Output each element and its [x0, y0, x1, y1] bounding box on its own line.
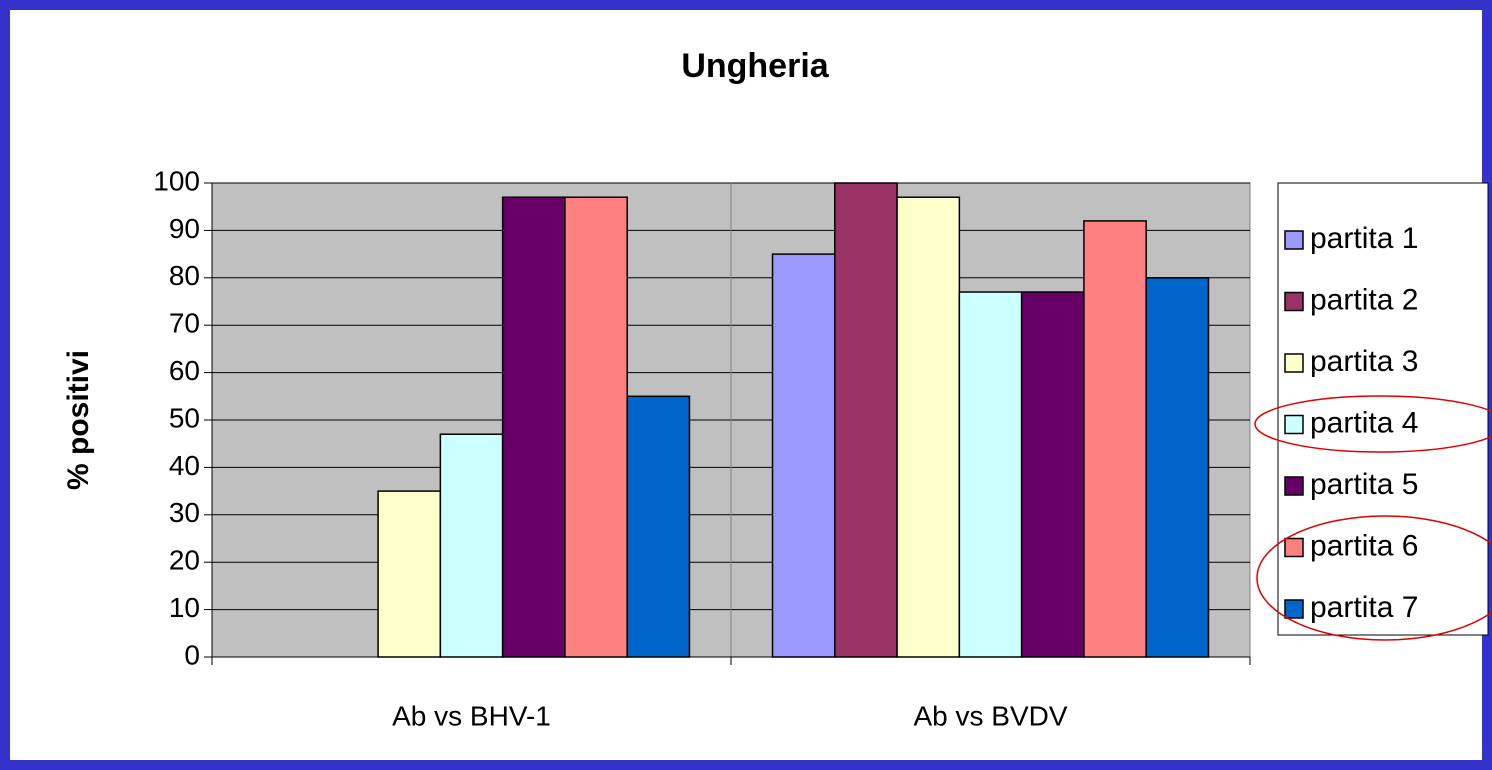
legend-label: partita 6	[1310, 529, 1418, 562]
bar	[377, 490, 442, 658]
y-axis-label: % positivi	[62, 350, 95, 490]
bar	[1083, 220, 1147, 658]
bar	[501, 196, 566, 658]
y-tick-label: 100	[153, 165, 200, 196]
bar	[834, 182, 898, 658]
x-tick-label: Ab vs BVDV	[913, 700, 1067, 731]
y-tick-label: 30	[169, 497, 200, 528]
x-tick-label: Ab vs BHV-1	[392, 700, 551, 731]
legend-swatch	[1284, 291, 1304, 312]
chart-title: Ungheria	[681, 47, 829, 85]
bar	[626, 395, 691, 658]
bar	[958, 291, 1023, 658]
y-tick-label: 50	[169, 402, 200, 433]
legend-swatch	[1284, 537, 1304, 558]
legend-swatch	[1284, 230, 1304, 250]
bar	[1145, 277, 1210, 658]
y-tick-label: 60	[169, 355, 200, 386]
y-tick-label: 70	[169, 308, 200, 339]
y-tick-label: 20	[169, 545, 200, 576]
legend-label: partita 5	[1310, 468, 1418, 501]
bar	[771, 253, 836, 658]
legend-label: partita 1	[1310, 222, 1418, 255]
annotation-ellipse	[1256, 515, 1492, 641]
bar	[1020, 291, 1085, 658]
annotation-ellipse	[1254, 395, 1492, 453]
bar	[896, 196, 961, 658]
legend-label: partita 3	[1310, 345, 1418, 378]
y-tick-label: 0	[184, 639, 200, 670]
legend-label: partita 4	[1310, 406, 1418, 439]
legend-swatch	[1284, 599, 1304, 619]
bar	[564, 196, 628, 658]
y-tick-label: 10	[169, 592, 200, 623]
legend-label: partita 7	[1310, 591, 1418, 624]
y-tick-label: 80	[169, 260, 200, 291]
legend-label: partita 2	[1310, 283, 1418, 316]
bar	[439, 433, 504, 658]
y-tick-label: 90	[169, 213, 200, 244]
legend-swatch	[1284, 414, 1304, 435]
y-tick-label: 40	[169, 450, 200, 481]
legend-swatch	[1284, 476, 1304, 496]
legend-swatch	[1284, 353, 1304, 373]
